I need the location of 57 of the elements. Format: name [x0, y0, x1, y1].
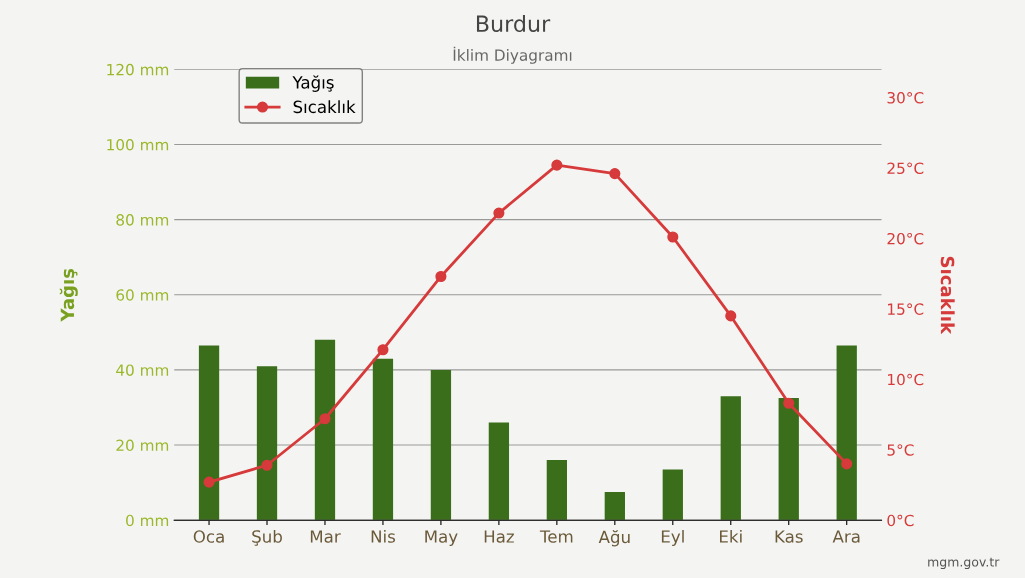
point — [319, 413, 331, 425]
y-tick-label: 40 mm — [116, 364, 169, 376]
bar — [836, 345, 857, 521]
point — [725, 310, 737, 322]
y-tick-label: 100 mm — [107, 138, 169, 151]
bar — [546, 460, 568, 521]
x-tick-label: Eyl — [661, 529, 684, 547]
x-tick-label: Eki — [720, 529, 742, 543]
bar — [314, 339, 336, 521]
y2-tick-label: 10°C — [888, 373, 924, 386]
chart-title: Burdur — [476, 14, 551, 33]
y-tick-label: 60 mm — [116, 289, 169, 301]
bar — [488, 422, 510, 521]
point — [609, 168, 621, 180]
point — [377, 344, 389, 356]
x-tick-label: May — [425, 530, 458, 547]
x-tick-label: Nis — [371, 529, 396, 543]
x-tick-label: Tem — [539, 530, 573, 543]
legend-label: Sıcaklık — [293, 100, 356, 114]
bar — [372, 358, 394, 521]
bar — [778, 398, 799, 521]
y2-tick-label: 0°C — [887, 514, 914, 527]
y2-tick-label: 30°C — [887, 92, 924, 104]
x-tick-label: Oca — [193, 530, 224, 543]
text: mgm.gov.tr — [928, 557, 1000, 570]
bar — [604, 492, 625, 521]
y-axis-title: Yağış — [59, 268, 78, 322]
y-tick-label: 0 mm — [126, 514, 169, 527]
bar — [198, 345, 220, 521]
point — [551, 159, 563, 171]
y2-tick-label: 15°C — [888, 303, 924, 315]
x-tick-label: Mar — [310, 530, 341, 543]
x-tick-label: Kas — [775, 530, 803, 543]
point — [667, 231, 679, 243]
point — [435, 270, 447, 283]
chart-subtitle: İklim Diyagramı — [453, 46, 572, 64]
y-tick-label: 80 mm — [116, 214, 169, 226]
legend-label: Yağış — [292, 75, 334, 92]
bar — [720, 396, 741, 521]
x-tick-label: Ara — [832, 530, 860, 543]
y-tick-label: 120 mm — [107, 63, 169, 76]
y2-tick-label: 25°C — [887, 162, 924, 174]
point — [841, 458, 853, 470]
point — [783, 397, 795, 409]
y2-tick-label: 20°C — [887, 232, 924, 245]
y2-tick-label: 5°C — [887, 444, 914, 456]
bar — [662, 469, 683, 521]
x-tick-label: Haz — [484, 530, 514, 543]
x-tick-label: Ağu — [598, 529, 630, 547]
point — [261, 459, 273, 471]
bar — [430, 369, 452, 521]
y2-axis-title: Sıcaklık — [940, 256, 955, 335]
x-tick-label: Şub — [252, 529, 282, 546]
point — [203, 476, 215, 488]
bar — [256, 366, 278, 521]
point — [493, 207, 505, 219]
y-tick-label: 20 mm — [116, 439, 169, 452]
